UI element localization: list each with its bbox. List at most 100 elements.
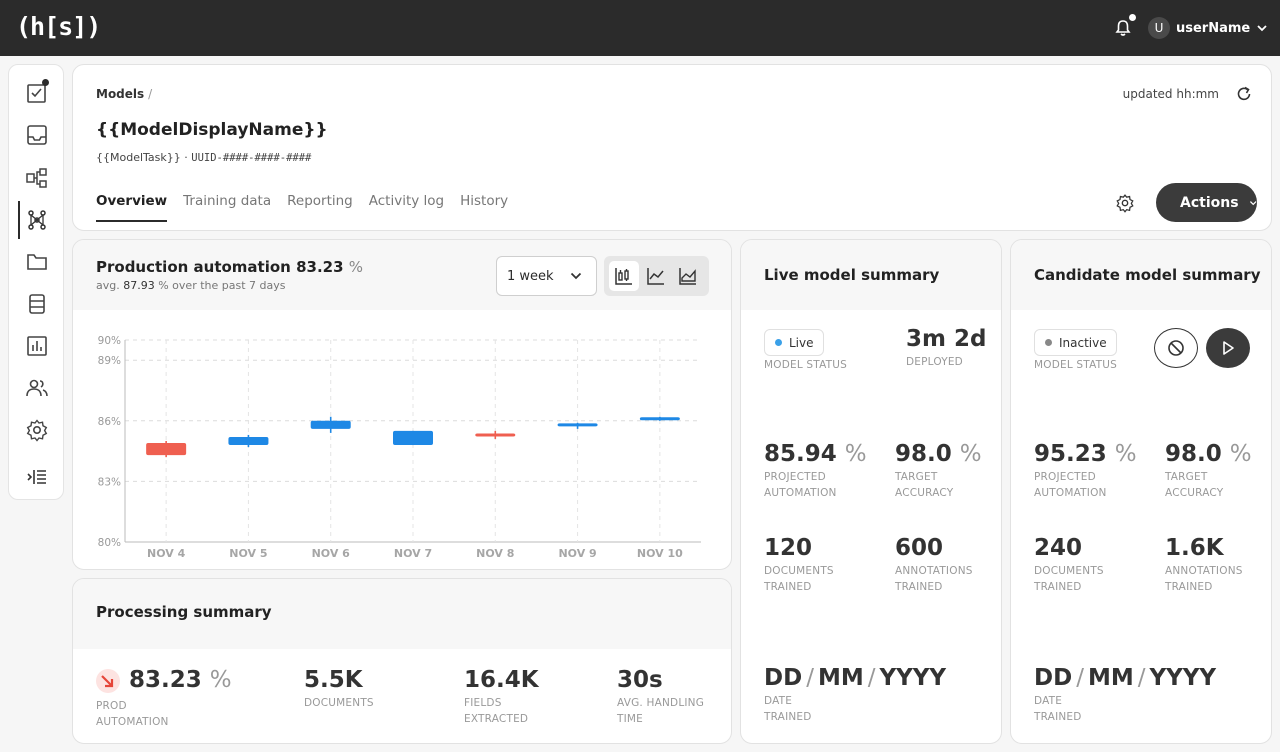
tab-history[interactable]: History xyxy=(460,193,509,209)
processing-summary-title: Processing summary xyxy=(96,603,272,621)
target-accuracy-value: 98.0 xyxy=(1165,441,1222,467)
database-icon[interactable] xyxy=(25,292,49,316)
processing-card-header xyxy=(73,579,731,649)
avg-prefix: avg. xyxy=(96,279,120,292)
annotations-trained-value: 600 xyxy=(895,535,944,561)
production-automation-card: Production automation 83.23 % avg. 87.93… xyxy=(72,239,732,570)
live-model-summary-card: Live model summary Live MODEL STATUS 3m … xyxy=(740,239,1002,744)
sidebar-active-indicator xyxy=(18,201,20,239)
model-settings-gear-icon[interactable] xyxy=(1115,193,1135,213)
documents-trained-metric: 120 DOCUMENTS TRAINED xyxy=(764,535,834,595)
period-select-value: 1 week xyxy=(507,268,554,284)
chevron-down-icon xyxy=(1249,200,1257,205)
period-select[interactable]: 1 week xyxy=(496,256,597,296)
status-label: Inactive xyxy=(1059,335,1107,350)
candle-body xyxy=(146,443,187,456)
live-card-header xyxy=(741,240,1001,310)
avatar: U xyxy=(1148,17,1170,39)
chart-title-label: Production automation xyxy=(96,258,291,276)
metric-label: DOCUMENTS xyxy=(1034,565,1104,577)
date-year: YYYY xyxy=(879,665,947,691)
candle-body xyxy=(639,417,680,421)
y-tick-label: 86% xyxy=(98,416,121,428)
refresh-icon[interactable] xyxy=(1235,85,1253,103)
metric-label: EXTRACTED xyxy=(464,713,529,725)
bar-chart-icon[interactable] xyxy=(25,334,49,358)
deployed-metric: 3m 2d DEPLOYED xyxy=(906,326,986,370)
target-accuracy-metric: 98.0 % TARGET ACCURACY xyxy=(1165,441,1252,501)
tab-overview[interactable]: Overview xyxy=(96,193,168,222)
documents-trained-value: 120 xyxy=(764,535,813,561)
prod-automation-value: 83.23 xyxy=(129,667,202,693)
date-trained-metric: DD / MM / YYYY DATE TRAINED xyxy=(1034,665,1216,725)
x-tick-label: NOV 9 xyxy=(558,547,596,560)
date-day: DD xyxy=(1034,665,1073,691)
tab-reporting[interactable]: Reporting xyxy=(287,193,353,209)
actions-button[interactable]: Actions xyxy=(1156,183,1257,222)
app-logo[interactable]: (h[s]) xyxy=(16,12,101,41)
checklist-icon[interactable] xyxy=(25,81,49,105)
date-separator: / xyxy=(1076,665,1084,691)
workflow-icon[interactable] xyxy=(25,166,49,190)
tab-activity-log[interactable]: Activity log xyxy=(368,193,445,209)
notification-bell-icon[interactable] xyxy=(1113,18,1133,38)
area-chart-button[interactable] xyxy=(673,261,703,291)
metric-label: TRAINED xyxy=(1034,581,1082,593)
date-separator: / xyxy=(806,665,814,691)
expand-sidebar-icon[interactable] xyxy=(25,465,49,489)
percent-unit: % xyxy=(959,441,982,467)
models-icon[interactable] xyxy=(25,208,49,232)
metric-label: TARGET xyxy=(1165,471,1208,483)
users-icon[interactable] xyxy=(25,376,49,400)
settings-icon[interactable] xyxy=(25,418,49,442)
user-menu[interactable]: U userName xyxy=(1148,16,1268,40)
metric-label: ANNOTATIONS xyxy=(1165,565,1243,577)
projected-automation-value: 95.23 xyxy=(1034,441,1107,467)
sidebar-notification-dot xyxy=(42,79,49,86)
sidebar xyxy=(8,64,64,500)
date-separator: / xyxy=(1137,665,1146,691)
annotations-trained-metric: 1.6K ANNOTATIONS TRAINED xyxy=(1165,535,1243,595)
metric-label: TRAINED xyxy=(764,711,812,723)
metric-label: PROJECTED xyxy=(1034,471,1096,483)
prod-automation-unit: % xyxy=(209,667,232,693)
date-trained-metric: DD / MM / YYYY DATE TRAINED xyxy=(764,665,946,725)
prod-automation-label: PROD AUTOMATION xyxy=(96,698,169,730)
avg-handling-time-metric: 30s AVG. HANDLING TIME xyxy=(617,667,704,727)
candlestick-chart-button[interactable] xyxy=(609,261,639,291)
avg-suffix: % over the past 7 days xyxy=(158,279,286,292)
processing-summary-card: Processing summary 83.23 % PROD AUTOMATIO… xyxy=(72,578,732,744)
date-month: MM xyxy=(1087,665,1134,691)
area-chart-icon xyxy=(679,268,696,285)
chart-title-value: 83.23 xyxy=(296,258,344,276)
deactivate-button[interactable] xyxy=(1154,328,1198,368)
model-uuid: UUID-####-####-#### xyxy=(191,152,312,164)
inbox-icon[interactable] xyxy=(25,123,49,147)
x-tick-label: NOV 5 xyxy=(229,547,267,560)
chart-title-unit: % xyxy=(348,258,364,276)
date-day: DD xyxy=(764,665,803,691)
candle-body xyxy=(228,436,269,446)
x-tick-label: NOV 4 xyxy=(147,547,186,560)
chevron-down-icon xyxy=(1257,25,1267,32)
metric-label: ACCURACY xyxy=(895,487,954,499)
page-title: {{ModelDisplayName}} xyxy=(96,120,328,140)
username-label: userName xyxy=(1176,20,1251,36)
folder-icon[interactable] xyxy=(25,250,49,274)
deployed-label: DEPLOYED xyxy=(906,356,963,368)
deploy-play-button[interactable] xyxy=(1206,328,1250,368)
candidate-model-summary-card: Candidate model summary Inactive MODEL S… xyxy=(1010,239,1272,744)
tab-training-data[interactable]: Training data xyxy=(183,193,272,209)
deployed-value: 3m 2d xyxy=(906,326,987,352)
candle-body xyxy=(310,420,351,429)
model-task: {{ModelTask}} xyxy=(96,151,181,164)
actions-label: Actions xyxy=(1180,194,1239,211)
percent-unit: % xyxy=(844,441,867,467)
line-chart-button[interactable] xyxy=(641,261,671,291)
metric-label: ACCURACY xyxy=(1165,487,1224,499)
metric-label: DOCUMENTS xyxy=(764,565,834,577)
tab-bar: Overview Training data Reporting Activit… xyxy=(96,193,508,222)
projected-automation-metric: 95.23 % PROJECTED AUTOMATION xyxy=(1034,441,1137,501)
metric-label: TRAINED xyxy=(1034,711,1082,723)
breadcrumb-models-link[interactable]: Models xyxy=(96,87,145,101)
